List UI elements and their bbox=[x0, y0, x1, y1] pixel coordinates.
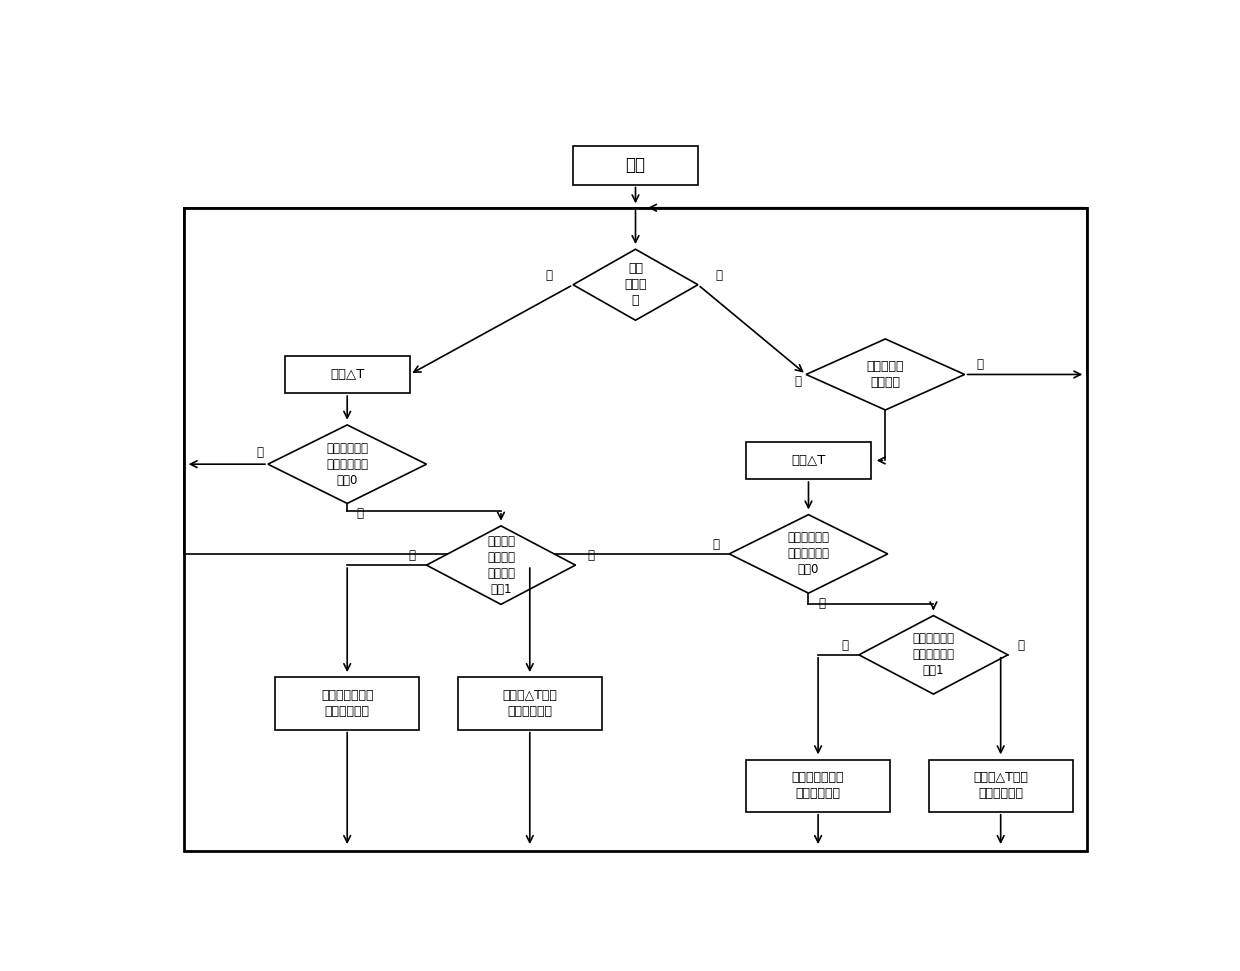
Text: 是: 是 bbox=[713, 538, 719, 551]
Bar bbox=[746, 442, 870, 479]
Polygon shape bbox=[268, 425, 427, 503]
Text: 等待△T: 等待△T bbox=[791, 454, 826, 467]
Text: 等待△T: 等待△T bbox=[330, 368, 365, 381]
Text: 故障总返回标
志有效位是否
全为0: 故障总返回标 志有效位是否 全为0 bbox=[787, 531, 830, 577]
Bar bbox=[746, 759, 890, 812]
Text: 本机
启动返
回: 本机 启动返 回 bbox=[624, 262, 647, 307]
Polygon shape bbox=[859, 616, 1008, 694]
Text: 接收到网络
返回信号: 接收到网络 返回信号 bbox=[867, 360, 904, 389]
Text: 否: 否 bbox=[357, 507, 363, 520]
Text: 否: 否 bbox=[976, 358, 983, 371]
Text: 否: 否 bbox=[1018, 639, 1024, 652]
Text: 是: 是 bbox=[408, 549, 415, 562]
Bar bbox=[573, 146, 698, 184]
Bar bbox=[929, 759, 1073, 812]
Text: 是: 是 bbox=[795, 376, 801, 388]
Bar bbox=[275, 678, 419, 729]
Text: 是: 是 bbox=[841, 639, 848, 652]
Text: 故障总返回标
志有效位是否
全为0: 故障总返回标 志有效位是否 全为0 bbox=[326, 442, 368, 486]
Text: 最晚的启动返回
时刻结束录波: 最晚的启动返回 时刻结束录波 bbox=[792, 771, 844, 800]
Polygon shape bbox=[573, 250, 698, 320]
Text: 是: 是 bbox=[257, 447, 263, 459]
Bar bbox=[458, 678, 601, 729]
Polygon shape bbox=[427, 526, 575, 604]
Text: 故障总返回标
志有效位是否
全为1: 故障总返回标 志有效位是否 全为1 bbox=[913, 632, 955, 678]
Polygon shape bbox=[806, 339, 965, 410]
Text: 是: 是 bbox=[546, 269, 553, 282]
Text: 最晚的△T结束
时刻结束录波: 最晚的△T结束 时刻结束录波 bbox=[502, 689, 557, 718]
Polygon shape bbox=[729, 515, 888, 593]
Text: 否: 否 bbox=[818, 597, 825, 610]
Bar bbox=[184, 208, 1087, 851]
Bar bbox=[285, 355, 409, 393]
Text: 最晚的启动返回
时刻结束录波: 最晚的启动返回 时刻结束录波 bbox=[321, 689, 373, 718]
Text: 故障总返
回标志有
效位是否
全为1: 故障总返 回标志有 效位是否 全为1 bbox=[487, 535, 515, 595]
Text: 否: 否 bbox=[715, 269, 723, 282]
Text: 最晚的△T结束
时刻结束录波: 最晚的△T结束 时刻结束录波 bbox=[973, 771, 1028, 800]
Text: 否: 否 bbox=[587, 549, 594, 562]
Text: 开始: 开始 bbox=[625, 156, 646, 174]
